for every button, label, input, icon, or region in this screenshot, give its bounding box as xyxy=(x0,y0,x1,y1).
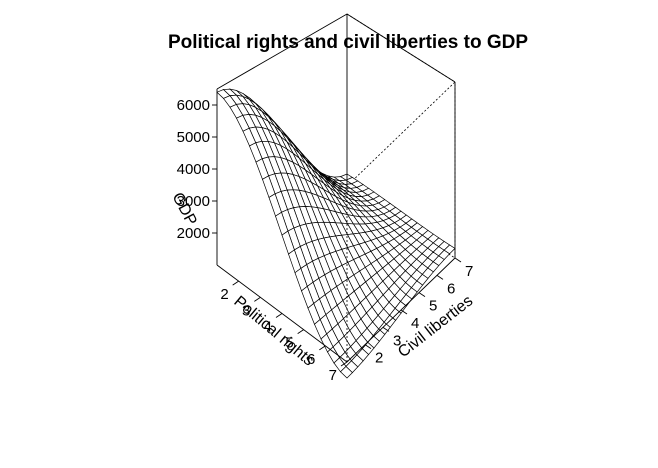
y-tick xyxy=(382,326,390,332)
surface-cell xyxy=(339,365,353,379)
x-axis-label: Political rights xyxy=(230,293,317,369)
x-tick xyxy=(232,280,239,286)
chart-title: Political rights and civil liberties to … xyxy=(168,32,528,53)
z-tick-label: 6000 xyxy=(177,97,210,114)
y-tick-label: 7 xyxy=(465,263,473,280)
box-edge-top xyxy=(216,13,456,90)
z-axis: 2000 3000 4000 5000 6000 xyxy=(177,97,217,242)
x-tick xyxy=(319,345,326,351)
y-tick xyxy=(364,344,372,350)
x-tick xyxy=(340,361,348,367)
z-tick-label: 3000 xyxy=(177,193,210,210)
x-tick xyxy=(254,296,261,302)
x-tick-label: 7 xyxy=(329,367,337,384)
y-tick-label: 2 xyxy=(375,350,383,367)
y-tick-label: 5 xyxy=(429,298,437,315)
surface-mesh xyxy=(216,88,456,379)
x-tick xyxy=(297,329,304,335)
z-tick-label: 4000 xyxy=(177,161,210,178)
x-tick-label: 2 xyxy=(220,286,228,303)
y-tick-label: 3 xyxy=(393,332,401,349)
y-tick xyxy=(454,257,462,263)
y-tick-label: 4 xyxy=(411,315,419,332)
x-tick xyxy=(275,313,283,318)
y-tick-label: 6 xyxy=(447,280,455,297)
z-tick-label: 2000 xyxy=(177,225,210,242)
y-tick xyxy=(436,274,444,280)
x-tick-label: 3 xyxy=(242,302,250,319)
y-tick xyxy=(400,309,408,315)
x-tick-label: 5 xyxy=(285,335,293,352)
z-tick-label: 5000 xyxy=(177,129,210,146)
x-tick-label: 6 xyxy=(307,351,315,368)
y-tick xyxy=(418,292,426,298)
x-tick-label: 4 xyxy=(264,319,272,336)
